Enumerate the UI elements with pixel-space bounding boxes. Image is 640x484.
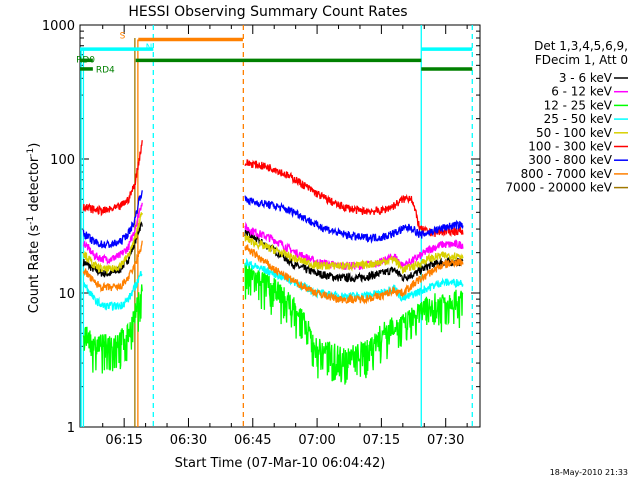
legend-entry-label: 3 - 6 keV (559, 71, 613, 85)
y-tick-label: 100 (50, 153, 75, 168)
chart-title: HESSI Observing Summary Count Rates (128, 4, 407, 20)
footer-date: 18-May-2010 21:33 (550, 468, 628, 477)
series-trace (244, 263, 464, 385)
plot-frame (79, 24, 481, 428)
legend-entry-label: 25 - 50 keV (544, 112, 613, 126)
y-label-part2: detector (27, 156, 42, 216)
legend-header-line2: FDecim 1, Att 0 (535, 53, 628, 67)
y-label-sup1: -1 (26, 216, 36, 225)
flag-label: RD4 (96, 65, 115, 75)
series-trace (244, 257, 464, 302)
y-label-part1: Count Rate (s (27, 225, 42, 314)
series-trace (244, 195, 464, 244)
x-tick-labels: 06:15 06:30 06:45 07:00 07:15 07:30 (105, 433, 464, 448)
series-trace (244, 221, 464, 271)
mode-lines (80, 25, 473, 427)
series-trace (244, 159, 464, 238)
series-trace (82, 212, 143, 274)
flag-label: N (146, 43, 153, 53)
x-tick-label: 07:15 (363, 433, 400, 448)
series-trace (82, 190, 143, 249)
y-label-sup2: -1 (26, 148, 36, 157)
legend-entry-label: 800 - 7000 keV (521, 167, 613, 181)
series-trace (82, 140, 143, 217)
y-tick-label: 1000 (42, 19, 75, 34)
x-tick-label: 07:30 (427, 433, 464, 448)
series-trace (82, 270, 143, 311)
legend-entry-label: 50 - 100 keV (536, 126, 613, 140)
legend-entry-label: 7000 - 20000 keV (505, 181, 612, 195)
legend-entry-label: 100 - 300 keV (528, 140, 612, 154)
x-tick-label: 06:30 (170, 433, 207, 448)
y-tick-label: 1 (67, 421, 75, 436)
legend-header-line1: Det 1,3,4,5,6,9, (534, 39, 628, 53)
axis-ticks (80, 24, 480, 428)
x-tick-label: 07:00 (298, 433, 335, 448)
flag-label: S (120, 31, 126, 41)
y-tick-label: 10 (58, 287, 75, 302)
series-trace (82, 240, 143, 293)
legend-entry-label: 12 - 25 keV (544, 98, 613, 112)
x-tick-label: 06:45 (234, 433, 271, 448)
series-trace (82, 284, 143, 374)
x-tick-label: 06:15 (105, 433, 142, 448)
series-trace (244, 243, 464, 305)
legend-entry-label: 300 - 800 keV (528, 153, 612, 167)
y-tick-labels: 1 10 100 1000 (42, 19, 75, 436)
plot-border (79, 24, 481, 428)
y-label-part3: ) (27, 143, 42, 148)
series-trace (244, 232, 464, 275)
legend-entry-label: 6 - 12 keV (551, 85, 613, 99)
x-axis-label: Start Time (07-Mar-10 06:04:42) (175, 456, 386, 471)
flag-label: RD0 (76, 56, 95, 66)
y-axis-label: Count Rate (s-1 detector-1) (26, 143, 42, 314)
series-trace (82, 202, 143, 266)
legend: Det 1,3,4,5,6,9, FDecim 1, Att 0 3 - 6 k… (505, 39, 628, 195)
series-lines (82, 140, 464, 385)
